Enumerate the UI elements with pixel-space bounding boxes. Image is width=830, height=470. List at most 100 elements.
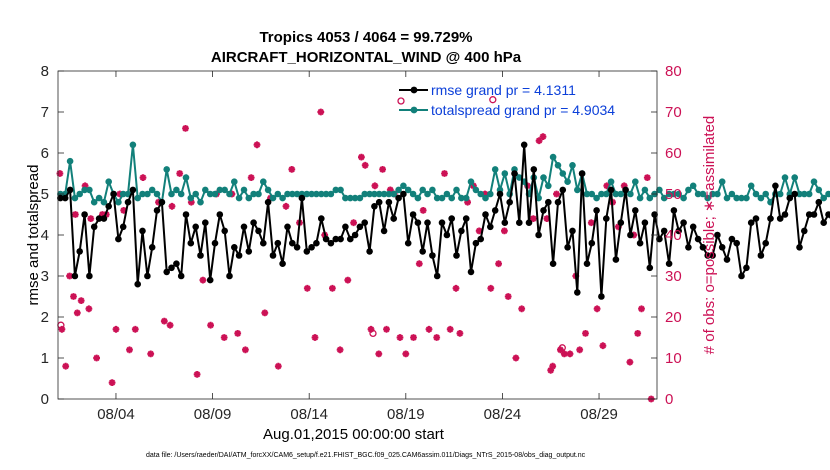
x-tick-label: 08/14 bbox=[290, 406, 328, 423]
totalspread-point bbox=[448, 194, 456, 202]
totalspread-point bbox=[342, 194, 349, 202]
obs-possible-point bbox=[489, 96, 497, 104]
totalspread-point bbox=[632, 178, 639, 185]
obs-assimilated-point bbox=[131, 325, 139, 333]
rmse-point bbox=[173, 260, 180, 268]
obs-assimilated-point bbox=[603, 182, 611, 190]
totalspread-point bbox=[714, 190, 721, 198]
y-left-tick-label: 4 bbox=[41, 227, 49, 244]
obs-assimilated-point bbox=[441, 170, 448, 177]
rmse-point bbox=[366, 248, 373, 255]
totalspread-point bbox=[501, 170, 509, 177]
rmse-point bbox=[404, 239, 412, 247]
totalspread-point bbox=[366, 190, 373, 198]
obs-assimilated-point bbox=[147, 350, 155, 358]
obs-assimilated-point bbox=[112, 325, 120, 333]
obs-assimilated-point bbox=[72, 211, 79, 218]
obs-assimilated-point bbox=[481, 190, 489, 198]
totalspread-point bbox=[400, 182, 407, 190]
totalspread-point bbox=[293, 190, 301, 198]
rmse-point bbox=[255, 227, 262, 235]
rmse-point bbox=[699, 244, 707, 251]
rmse-point bbox=[148, 244, 156, 251]
obs-assimilated-point bbox=[182, 124, 189, 132]
obs-assimilated-point bbox=[383, 325, 390, 333]
rmse-point bbox=[71, 272, 79, 280]
y-right-tick-label: 20 bbox=[665, 309, 682, 326]
totalspread-point bbox=[680, 194, 687, 202]
obs-assimilated-point bbox=[317, 108, 325, 116]
totalspread-point bbox=[477, 190, 485, 198]
obs-assimilated-point bbox=[543, 215, 551, 223]
rmse-point bbox=[733, 239, 740, 247]
rmse-point bbox=[197, 252, 204, 259]
totalspread-point bbox=[192, 190, 199, 198]
totalspread-point bbox=[404, 186, 412, 194]
obs-assimilated-point bbox=[419, 206, 427, 214]
obs-assimilated-point bbox=[66, 272, 73, 280]
rmse-point bbox=[569, 227, 576, 235]
totalspread-point bbox=[627, 190, 634, 198]
rmse-point bbox=[95, 215, 103, 222]
rmse-point bbox=[231, 244, 238, 251]
totalspread-point bbox=[583, 190, 591, 198]
obs-assimilated-point bbox=[386, 186, 394, 194]
obs-assimilated-point bbox=[241, 346, 249, 354]
rmse-point bbox=[728, 235, 736, 243]
y-left-tick-label: 2 bbox=[41, 309, 49, 326]
rmse-point bbox=[66, 186, 74, 194]
rmse-point bbox=[192, 223, 199, 231]
rmse-point bbox=[776, 215, 784, 222]
rmse-point bbox=[772, 182, 779, 190]
rmse-point bbox=[578, 170, 586, 177]
rmse-point bbox=[820, 219, 827, 226]
obs-assimilated-point bbox=[446, 325, 454, 333]
obs-assimilated-point bbox=[311, 334, 319, 341]
obs-assimilated-point bbox=[62, 362, 70, 370]
rmse-point bbox=[206, 276, 214, 284]
rmse-point bbox=[202, 219, 209, 226]
totalspread-point bbox=[76, 190, 83, 198]
rmse-point bbox=[119, 223, 127, 231]
obs-assimilated-point bbox=[77, 297, 85, 305]
obs-assimilated-point bbox=[361, 161, 369, 169]
totalspread-point bbox=[221, 186, 228, 194]
rmse-point bbox=[313, 239, 320, 247]
totalspread-point bbox=[269, 194, 277, 202]
rmse-point bbox=[438, 219, 446, 226]
legend-rmse-label: rmse grand pr = 4.1311 bbox=[431, 82, 576, 98]
x-tick-label: 08/09 bbox=[194, 406, 232, 423]
rmse-point bbox=[781, 211, 789, 218]
totalspread-point bbox=[245, 194, 253, 202]
totalspread-point bbox=[71, 194, 79, 202]
rmse-point bbox=[129, 186, 137, 194]
obs-assimilated-point bbox=[464, 198, 472, 206]
obs-assimilated-point bbox=[350, 219, 358, 227]
totalspread-point bbox=[313, 190, 320, 198]
rmse-point bbox=[163, 268, 170, 276]
totalspread-point bbox=[86, 186, 93, 194]
rmse-point bbox=[115, 235, 122, 243]
totalspread-point bbox=[284, 190, 291, 198]
rmse-point bbox=[656, 235, 663, 243]
totalspread-point bbox=[607, 178, 615, 185]
totalspread-point bbox=[177, 190, 185, 198]
rmse-point bbox=[670, 207, 678, 214]
totalspread-point bbox=[752, 190, 760, 198]
totalspread-point bbox=[487, 190, 494, 198]
obs-assimilated-point bbox=[288, 165, 296, 173]
totalspread-point bbox=[549, 153, 557, 161]
rmse-point bbox=[308, 244, 315, 251]
rmse-point bbox=[607, 186, 615, 194]
rmse-point bbox=[177, 272, 185, 280]
totalspread-point bbox=[371, 190, 378, 198]
totalspread-point bbox=[670, 190, 678, 198]
rmse-point bbox=[583, 260, 591, 268]
obs-assimilated-point bbox=[475, 227, 483, 235]
rmse-point bbox=[361, 219, 369, 226]
rmse-point bbox=[221, 227, 228, 235]
totalspread-point bbox=[216, 186, 224, 194]
obs-possible-point bbox=[369, 329, 377, 338]
obs-assimilated-point bbox=[85, 305, 93, 313]
